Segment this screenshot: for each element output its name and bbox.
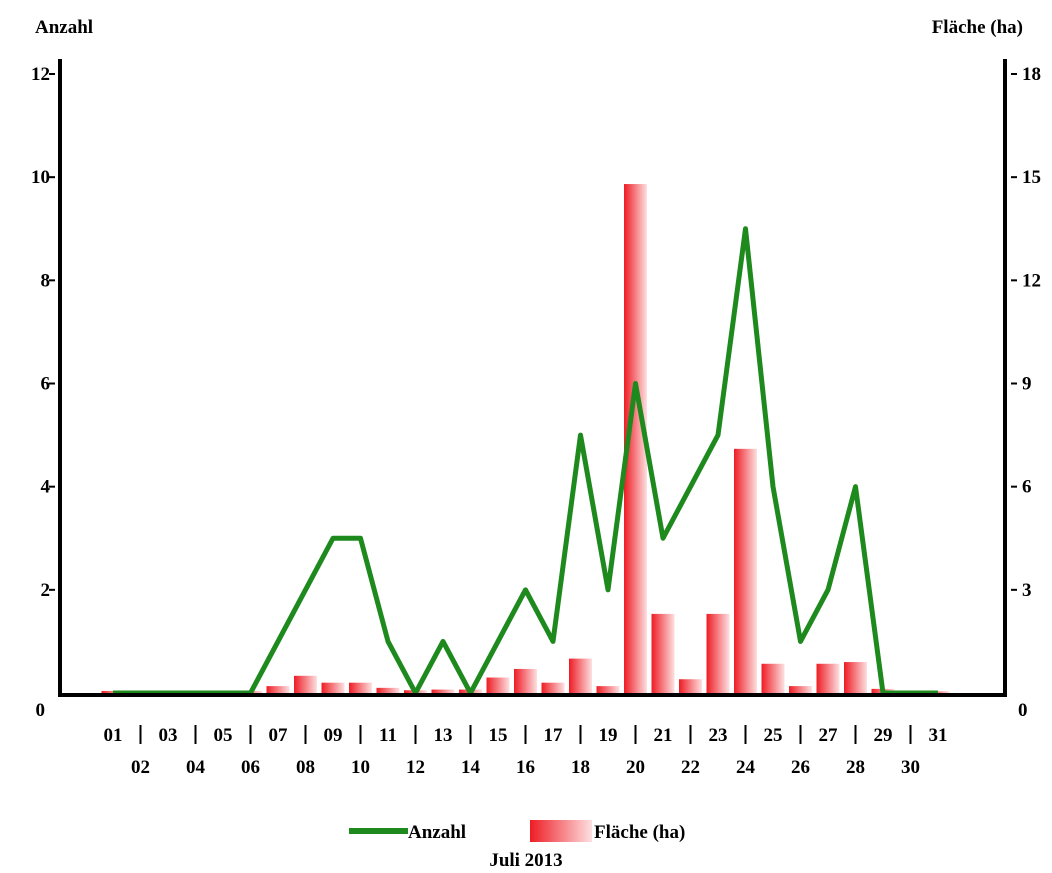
bar-10 <box>349 682 372 693</box>
left-tick-6: 6 <box>41 374 51 395</box>
x-tick-23: 23 <box>709 725 728 746</box>
right-tick-9: 9 <box>1022 374 1032 395</box>
legend-bar-swatch <box>530 820 592 842</box>
x-tick-20: 20 <box>626 757 645 778</box>
left-tick-10: 10 <box>31 167 50 188</box>
left-tick-8: 8 <box>41 270 51 291</box>
bar-19 <box>596 686 620 693</box>
bar-28 <box>844 662 867 693</box>
x-tick-01: 01 <box>104 725 123 746</box>
x-tick-10: 10 <box>351 757 370 778</box>
left-axis-ticks: 0 2 4 6 8 10 12 <box>31 64 55 721</box>
bar-22 <box>679 679 702 693</box>
right-tick-3: 3 <box>1022 580 1032 601</box>
bar-24 <box>734 448 757 693</box>
x-tick-22: 22 <box>681 757 700 778</box>
right-tick-12: 12 <box>1022 270 1041 291</box>
x-tick-02: 02 <box>131 757 150 778</box>
right-tick-15: 15 <box>1022 167 1041 188</box>
x-tick-11: 11 <box>379 725 397 746</box>
bar-09 <box>321 682 345 693</box>
x-tick-14: 14 <box>461 757 481 778</box>
line-series <box>113 226 938 696</box>
x-tick-07: 07 <box>269 725 289 746</box>
line-anzahl <box>113 226 938 696</box>
left-tick-12: 12 <box>31 64 50 85</box>
bar-13 <box>431 689 455 693</box>
bar-18 <box>569 658 592 693</box>
legend: Anzahl Fläche (ha) <box>349 820 685 843</box>
x-tick-19: 19 <box>599 725 618 746</box>
x-tick-17: 17 <box>544 725 564 746</box>
left-axis-label: Anzahl <box>35 17 93 38</box>
right-tick-18: 18 <box>1022 64 1041 85</box>
x-tick-12: 12 <box>406 757 425 778</box>
x-tick-03: 03 <box>159 725 178 746</box>
bar-17 <box>541 682 565 693</box>
bar-20 <box>624 184 647 694</box>
legend-line-label: Anzahl <box>408 822 466 843</box>
x-tick-15: 15 <box>489 725 508 746</box>
x-tick-05: 05 <box>214 725 233 746</box>
x-tick-26: 26 <box>791 757 810 778</box>
left-tick-4: 4 <box>41 477 51 498</box>
x-tick-30: 30 <box>901 757 920 778</box>
bar-series <box>101 184 950 694</box>
right-tick-6: 6 <box>1022 477 1032 498</box>
x-tick-16: 16 <box>516 757 535 778</box>
bar-08 <box>294 675 317 693</box>
x-axis-ticks: 01 02 03 04 05 06 07 08 09 10 11 12 13 14 15 16 17 18 19 20… <box>104 725 948 778</box>
x-tick-06: 06 <box>241 757 260 778</box>
left-tick-2: 2 <box>41 580 51 601</box>
legend-bar-label: Fläche (ha) <box>594 822 685 843</box>
x-tick-27: 27 <box>819 725 839 746</box>
bar-27 <box>816 663 840 693</box>
bar-26 <box>789 686 812 693</box>
x-tick-08: 08 <box>296 757 315 778</box>
x-tick-31: 31 <box>929 725 948 746</box>
bar-15 <box>486 677 510 693</box>
bar-07 <box>266 686 290 693</box>
x-tick-18: 18 <box>571 757 590 778</box>
bar-21 <box>651 613 675 693</box>
x-axis-title: Juli 2013 <box>489 850 562 871</box>
x-tick-25: 25 <box>764 725 783 746</box>
x-tick-09: 09 <box>324 725 343 746</box>
right-tick-0: 0 <box>1018 700 1028 721</box>
x-tick-28: 28 <box>846 757 865 778</box>
bar-16 <box>514 668 537 693</box>
x-tick-04: 04 <box>186 757 206 778</box>
x-tick-13: 13 <box>434 725 453 746</box>
right-axis-ticks: 0 3 6 9 12 15 18 <box>1011 64 1041 721</box>
x-tick-21: 21 <box>654 725 673 746</box>
bar-25 <box>761 663 785 693</box>
x-tick-29: 29 <box>874 725 893 746</box>
left-tick-0: 0 <box>36 700 46 721</box>
bar-11 <box>376 687 400 693</box>
x-tick-24: 24 <box>736 757 756 778</box>
right-axis-label: Fläche (ha) <box>932 17 1023 38</box>
bar-23 <box>706 613 730 693</box>
